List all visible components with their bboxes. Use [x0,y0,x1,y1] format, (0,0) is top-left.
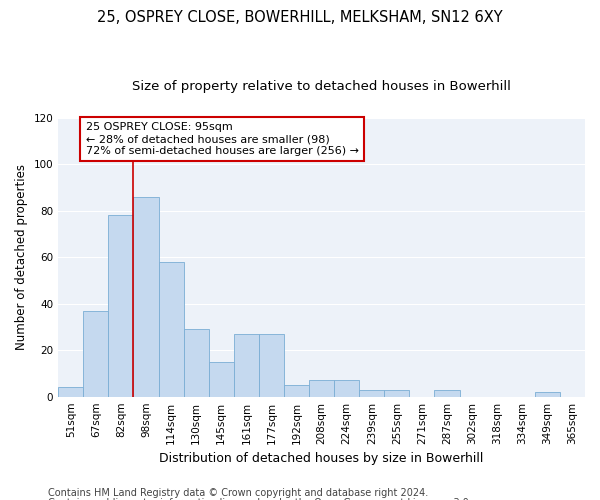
Bar [385,390,409,396]
Bar [184,330,209,396]
Y-axis label: Number of detached properties: Number of detached properties [15,164,28,350]
Bar [58,388,83,396]
Text: 25, OSPREY CLOSE, BOWERHILL, MELKSHAM, SN12 6XY: 25, OSPREY CLOSE, BOWERHILL, MELKSHAM, S… [97,10,503,25]
Bar [309,380,334,396]
Bar [133,197,158,396]
Bar [158,262,184,396]
Text: Contains HM Land Registry data © Crown copyright and database right 2024.: Contains HM Land Registry data © Crown c… [48,488,428,498]
Bar [83,310,109,396]
X-axis label: Distribution of detached houses by size in Bowerhill: Distribution of detached houses by size … [160,452,484,465]
Bar [284,385,309,396]
Text: 25 OSPREY CLOSE: 95sqm
← 28% of detached houses are smaller (98)
72% of semi-det: 25 OSPREY CLOSE: 95sqm ← 28% of detached… [86,122,359,156]
Title: Size of property relative to detached houses in Bowerhill: Size of property relative to detached ho… [132,80,511,93]
Bar [434,390,460,396]
Text: Contains public sector information licensed under the Open Government Licence v3: Contains public sector information licen… [48,498,472,500]
Bar [535,392,560,396]
Bar [334,380,359,396]
Bar [234,334,259,396]
Bar [359,390,385,396]
Bar [209,362,234,396]
Bar [109,216,133,396]
Bar [259,334,284,396]
